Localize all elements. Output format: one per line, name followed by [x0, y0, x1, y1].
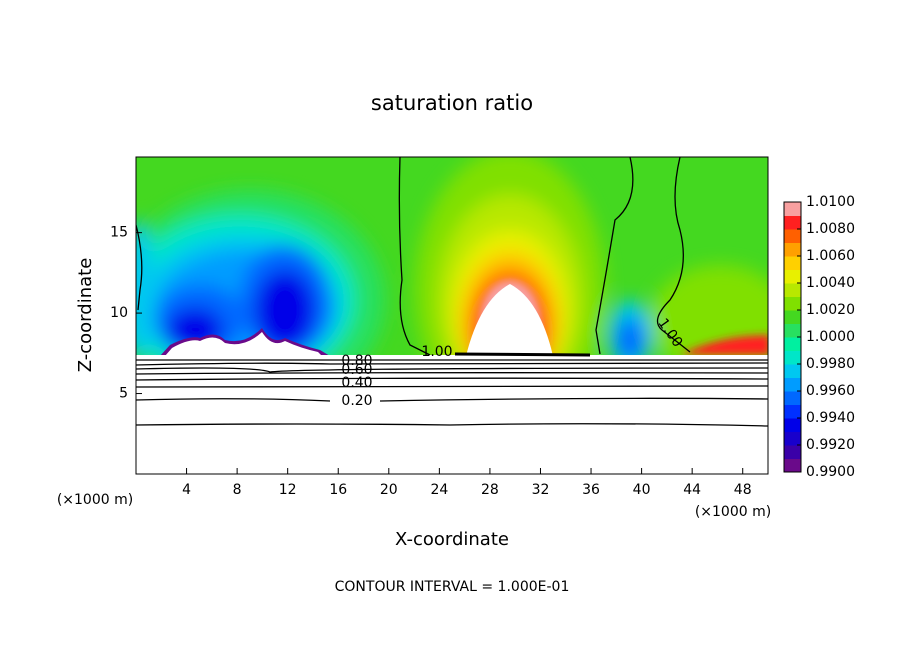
colorbar-tick-label: 0.9960 [806, 383, 855, 399]
contour-label: 0.20 [341, 393, 372, 409]
colorbar-tick-label: 0.9900 [806, 464, 855, 480]
contour-label: 0.80 [341, 353, 372, 369]
chart-title: saturation ratio [371, 91, 533, 115]
x-tick-label: 8 [233, 482, 242, 498]
colorbar-tick-label: 1.0080 [806, 221, 855, 237]
x-tick-label: 40 [633, 482, 651, 498]
colorbar-band [784, 404, 801, 419]
x-tick-label: 4 [182, 482, 191, 498]
x-tick-label: 48 [734, 482, 752, 498]
colorbar-band [784, 377, 801, 392]
colorbar-band [784, 296, 801, 311]
contour-label: 0.40 [341, 375, 372, 391]
x-axis-label: X-coordinate [395, 529, 509, 550]
y-tick-label: 5 [119, 386, 128, 402]
footer: CONTOUR INTERVAL = 1.000E-01 [335, 579, 570, 595]
colorbar-tick-label: 1.0040 [806, 275, 855, 291]
colorbar-band [784, 242, 801, 257]
colorbar-band [784, 229, 801, 243]
colorbar-band [784, 256, 801, 270]
colorbar-band [784, 458, 801, 473]
x-unit: (×1000 m) [57, 492, 133, 508]
colorbar-tick-label: 1.0000 [806, 329, 855, 345]
y-tick-label: 10 [110, 305, 128, 321]
y-axis-label: Z-coordinate [75, 258, 96, 373]
colorbar-tick-label: 0.9920 [806, 437, 855, 453]
colorbar-band [784, 269, 801, 284]
colorbar-band [784, 337, 801, 351]
colorbar-tick-label: 0.9980 [806, 356, 855, 372]
colorbar-band [784, 445, 801, 459]
x-tick-label: 20 [380, 482, 398, 498]
y-tick-label: 15 [110, 225, 128, 241]
colorbar-band [784, 350, 801, 365]
colorbar-band [784, 323, 801, 338]
colorbar-band [784, 215, 801, 230]
colorbar-band [784, 431, 801, 446]
field [136, 157, 768, 474]
x-tick-label: 16 [329, 482, 347, 498]
colorbar-tick-label: 1.0100 [806, 194, 855, 210]
colorbar-band [784, 391, 801, 405]
x-tick-label: 36 [582, 482, 600, 498]
colorbar-band [784, 283, 801, 297]
colorbar-band [784, 364, 801, 378]
x-tick-label: 24 [430, 482, 448, 498]
colorbar-band [784, 418, 801, 432]
colorbar-tick-label: 0.9940 [806, 410, 855, 426]
colorbar-tick-label: 1.0020 [806, 302, 855, 318]
x-tick-label: 12 [279, 482, 297, 498]
contour-label: 1.00 [421, 344, 452, 360]
x-unit: (×1000 m) [695, 504, 771, 520]
x-tick-label: 44 [683, 482, 701, 498]
colorbar-band [784, 310, 801, 324]
x-tick-label: 32 [532, 482, 550, 498]
contour-label: 0.60 [341, 362, 372, 378]
colorbar-band [784, 202, 801, 216]
plot-frame [135, 156, 769, 475]
x-tick-label: 28 [481, 482, 499, 498]
colorbar-tick-label: 1.0060 [806, 248, 855, 264]
